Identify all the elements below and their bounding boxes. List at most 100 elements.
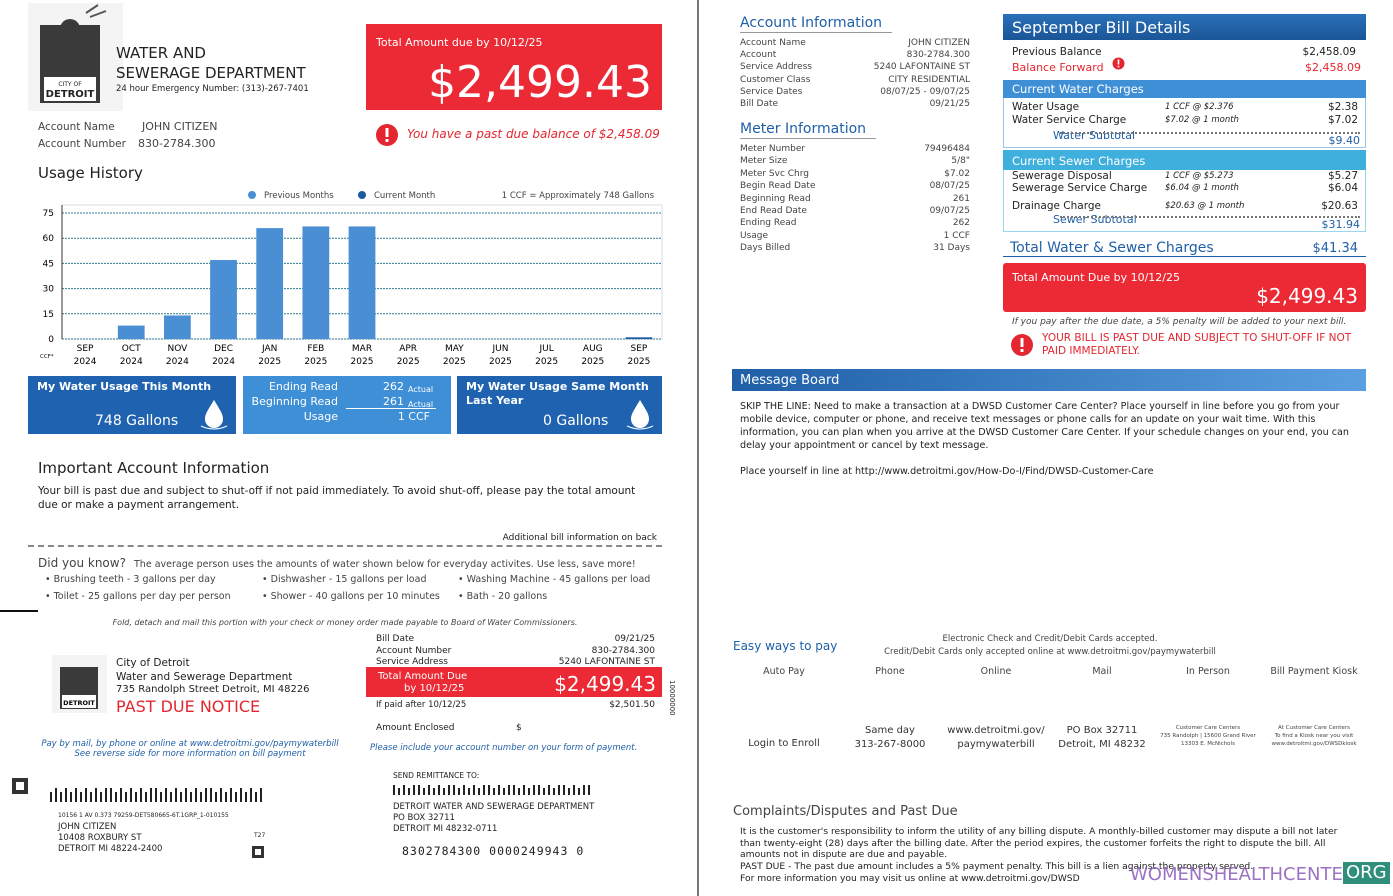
alert-icon [1011,334,1033,356]
value: $6.04 [1327,182,1358,194]
method-detail: paymywaterbill [957,739,1035,750]
remit-line: SEND REMITTANCE TO: [393,771,480,780]
label: Water Usage [1012,101,1080,113]
label: Previous Balance [1012,46,1102,58]
method-detail: 735 Randolph | 15600 Grand River [1160,733,1256,739]
watermark: ORG [1343,862,1390,884]
alert-icon [1112,57,1125,70]
section-title: Easy ways to pay [733,639,838,653]
note: Credit/Debit Cards only accepted online … [884,647,1216,657]
label: If paid after 10/12/25 [376,700,467,710]
side-code: 10000000 [668,680,676,716]
label: Balance Forward [1012,61,1104,74]
value: CITY RESIDENTIAL [888,74,970,85]
tip: • Brushing teeth - 3 gallons per day [45,574,216,585]
usage-chart: 0 15 30 45 60 75 CCF* SEP 2024 OCT 2024 NOV 2024 DEC 2… [40,191,663,367]
logo-text: DETROIT [46,89,95,100]
y-tick-label: 60 [43,234,55,244]
address-line: Water and Sewerage Department [116,671,293,683]
address-line: City of Detroit [116,657,190,669]
value: 5/8" [951,156,970,167]
read-tile [243,376,451,434]
method-detail: Customer Care Centers [1175,725,1241,731]
read-label: Usage [303,410,338,423]
method-detail: Detroit, MI 48232 [1058,739,1146,750]
value: $2,458.09 [1305,61,1361,74]
message-header [732,369,1366,391]
sewer-header [1003,150,1366,170]
separator [28,545,662,547]
fold-mark [0,610,38,612]
x-tick-label: MAY [445,344,464,354]
due-label: Total Amount Due by 10/12/25 [1012,271,1181,284]
mail-line: JOHN CITIZEN [58,822,117,832]
x-tick-label: FEB [307,344,324,354]
read-status: Actual [408,400,434,409]
rate: 1 CCF @ $2.376 [1165,102,1234,112]
label: Service Address [740,62,812,73]
address-line: 735 Randolph Street Detroit, MI 48226 [116,684,310,695]
value: 09/07/25 [929,206,970,216]
read-label: Beginning Read [251,395,338,408]
barcodes [12,778,264,858]
logo: CITY OF DETROIT [28,3,123,111]
barcode [393,785,590,795]
value: 830-2784.300 [591,645,655,656]
x-tick-label: 2025 [397,357,420,367]
x-tick-label: 2025 [627,357,650,367]
total-box [366,24,662,110]
mail-line: DETROIT MI 48224-2400 [58,844,163,854]
method-name: Phone [875,666,905,677]
chart-note: 1 CCF = Approximately 748 Gallons [502,191,655,201]
section-title: Account Information [740,15,893,33]
legend-marker [358,191,366,199]
value: 31 Days [933,243,970,254]
tip: • Bath - 20 gallons [458,591,548,602]
tile-value: 0 Gallons [543,413,609,429]
label: Sewerage Service Charge [1012,182,1148,194]
value: 5240 LAFONTAINE ST [558,657,655,667]
total-label: Total Amount due by 10/12/25 [376,36,543,49]
label: $ [516,723,522,733]
tip: • Shower - 40 gallons per 10 minutes [262,591,440,602]
total-label: Total Water & Sewer Charges [1010,240,1214,256]
rate: $7.02 @ 1 month [1165,115,1239,125]
tile-title: My Water Usage This Month [37,380,212,393]
pay-note: Pay by mail, by phone or online at www.d… [41,739,339,749]
x-tick-label: JUN [491,344,508,354]
y-tick-label: 0 [48,335,54,345]
dept-name: SEWERAGE DEPARTMENT [116,64,306,82]
value: 79496484 [924,144,970,154]
read-value: 261 [383,395,404,408]
mail-line: 10408 ROXBURY ST [58,833,142,843]
method-detail: Same day [865,725,915,736]
label: Days Billed [740,243,791,254]
legend-label: Previous Months [264,191,334,201]
paragraph: It is the customer's responsibility to i… [740,826,1338,861]
value: 08/07/25 - 09/07/25 [880,86,970,97]
paragraph: PAST DUE - The past due amount includes … [740,861,1254,872]
section-title: Complaints/Disputes and Past Due [733,804,958,819]
x-tick-label: JUL [538,344,553,354]
value: 261 [952,193,970,204]
rate: $20.63 @ 1 month [1165,201,1245,211]
x-tick-label: 2024 [212,357,235,367]
read-value: 1 CCF [397,410,430,423]
rule [1003,256,1366,257]
label: Begin Read Date [740,181,816,192]
divider [697,0,699,896]
tile-title: My Water Usage Same Month [466,380,649,393]
subtotal-value: $31.94 [1060,216,1360,231]
drop-icon [200,400,228,430]
value: 830-2784.300 [906,50,970,61]
x-tick-label: SEP [631,344,648,354]
subtotal-value: $9.40 [1060,132,1360,147]
dept-name: WATER AND [116,44,206,62]
method-detail: To find a Kiosk near you visit [1274,733,1354,739]
alert-icon [376,124,398,146]
pay-note: See reverse side for more information on… [74,749,306,759]
method-detail: Login to Enroll [748,738,820,749]
label: Water Service Charge [1012,114,1127,126]
note: Additional bill information on back [502,533,657,543]
fold-note: Fold, detach and mail this portion with … [112,618,578,627]
